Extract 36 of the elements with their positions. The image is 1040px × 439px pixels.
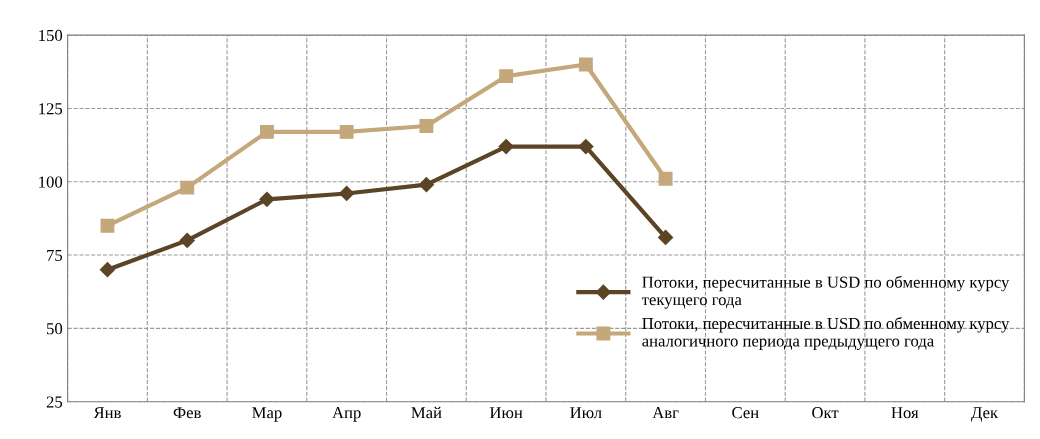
x-tick-label: Апр (332, 407, 361, 422)
legend-label: Потоки, пересчитанные в USD по обменному курсу аналогичного периода предыдущего года (642, 317, 1010, 351)
x-tick-label: Дек (971, 407, 999, 422)
y-tick-label: 25 (46, 396, 63, 408)
point (498, 138, 514, 155)
point (180, 180, 195, 195)
x-tick-label: Окт (812, 407, 839, 419)
point (418, 177, 434, 193)
y-tick-label: 50 (47, 323, 63, 335)
point (99, 262, 116, 278)
legend-label: Потоки, пересчитанные в USD по обменному курсу текущего года (641, 275, 1010, 309)
x-tick-label: Ноя (891, 407, 919, 419)
point (578, 57, 593, 72)
point (658, 171, 673, 186)
y-tick-label: 125 (39, 103, 63, 115)
x-tick-label: Янв (93, 407, 121, 419)
point (100, 218, 115, 233)
x-tick-label: Фев (173, 407, 201, 419)
point (339, 124, 354, 139)
y-tick-label: 75 (47, 249, 63, 262)
x-tick-label: Май (411, 406, 442, 419)
point (179, 232, 195, 248)
point (339, 185, 355, 202)
point (259, 124, 274, 139)
x-tick-label: Авг (652, 407, 679, 419)
point (578, 138, 594, 155)
point (419, 119, 434, 133)
point (658, 229, 674, 246)
point (499, 69, 514, 84)
x-tick-label: Мар (252, 407, 282, 422)
x-tick-label: Сен (732, 407, 759, 419)
x-tick-label: Июн (489, 407, 523, 419)
x-tick-label: Июл (570, 407, 602, 419)
y-tick-label: 150 (39, 29, 63, 42)
point (259, 191, 275, 207)
y-tick-label: 100 (39, 176, 63, 188)
